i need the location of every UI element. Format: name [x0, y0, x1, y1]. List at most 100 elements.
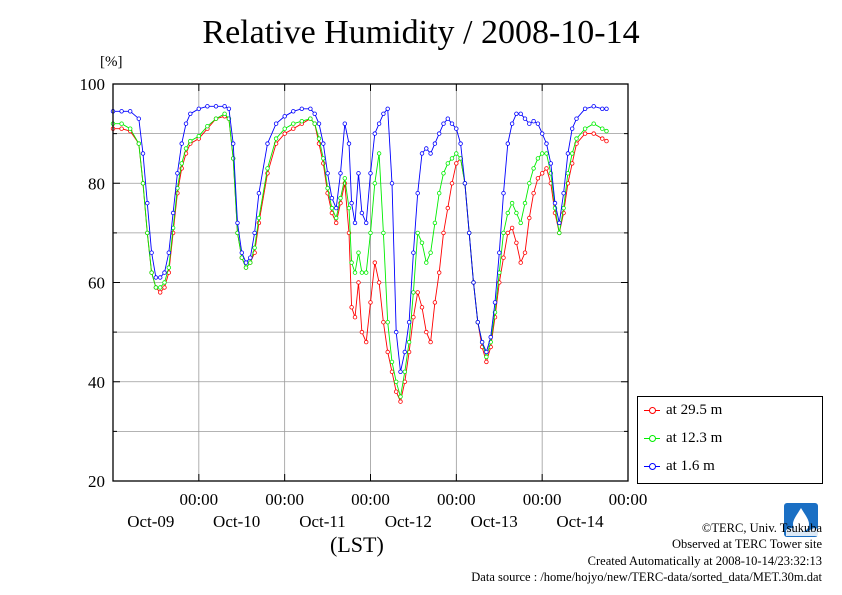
data-point — [252, 230, 257, 236]
data-point — [342, 176, 347, 181]
y-tick-label: 60 — [88, 274, 105, 293]
x-tick-time-label: 00:00 — [265, 490, 304, 509]
data-point — [604, 106, 609, 111]
data-point — [342, 121, 347, 126]
data-point — [406, 339, 412, 345]
data-point — [376, 121, 382, 126]
data-point — [441, 171, 446, 176]
data-point — [561, 190, 566, 196]
x-tick-date-label: Oct-12 — [385, 512, 432, 531]
data-point — [248, 260, 253, 265]
data-point — [428, 250, 433, 255]
data-point — [291, 109, 296, 114]
data-point — [501, 255, 506, 260]
data-point — [415, 190, 420, 196]
data-point — [565, 171, 571, 176]
data-point — [424, 329, 429, 335]
data-point — [600, 136, 605, 141]
x-tick-date-label: Oct-09 — [127, 512, 174, 531]
data-point — [157, 275, 163, 280]
data-point — [321, 141, 326, 146]
data-point — [544, 166, 549, 171]
data-point — [334, 205, 339, 211]
data-point — [273, 136, 279, 141]
data-point — [282, 131, 287, 136]
data-point — [308, 116, 313, 121]
data-point — [428, 151, 433, 156]
data-point — [454, 126, 459, 131]
data-point — [402, 349, 407, 355]
data-point — [389, 181, 395, 186]
data-point — [226, 106, 232, 111]
data-point — [282, 114, 287, 119]
data-point — [356, 280, 361, 285]
data-point — [179, 161, 184, 166]
data-point — [591, 104, 596, 109]
data-point — [316, 136, 322, 141]
data-point — [565, 151, 571, 156]
data-point — [424, 146, 429, 151]
data-point — [548, 161, 553, 166]
data-point — [136, 116, 141, 121]
terc-logo-icon — [784, 503, 818, 537]
copyright-text: ©TERC, Univ. Tsukuba — [701, 521, 822, 535]
data-point — [449, 181, 455, 186]
data-point — [389, 369, 395, 374]
x-tick-time-label: 00:00 — [437, 490, 476, 509]
data-point — [291, 121, 296, 126]
data-point — [419, 240, 425, 245]
data-point — [467, 230, 472, 236]
data-point — [338, 195, 343, 201]
data-point — [518, 111, 523, 116]
data-point — [492, 300, 498, 305]
data-point — [188, 138, 193, 144]
data-point — [582, 126, 588, 131]
data-point — [381, 230, 386, 236]
data-point — [153, 275, 159, 280]
data-point — [531, 190, 536, 196]
y-tick-label: 80 — [88, 174, 105, 193]
data-point — [153, 285, 159, 290]
data-point — [411, 250, 416, 255]
data-point — [149, 250, 154, 255]
data-point — [484, 354, 489, 360]
data-point — [334, 220, 339, 226]
data-point — [600, 126, 605, 131]
source-text: Data source : /home/hojyo/new/TERC-data/… — [471, 570, 822, 585]
data-point — [273, 121, 279, 126]
data-point — [376, 280, 382, 285]
data-point — [372, 131, 377, 136]
data-point — [437, 270, 442, 275]
legend-marker-swatch — [649, 435, 656, 442]
data-point — [406, 320, 412, 325]
data-point — [505, 141, 510, 146]
x-tick-date-label: Oct-11 — [299, 512, 346, 531]
data-point — [509, 225, 515, 231]
data-point — [531, 118, 536, 124]
legend-marker-swatch — [649, 463, 656, 470]
credits-block: ©TERC, Univ. Tsukuba Observed at TERC To… — [471, 520, 822, 586]
data-point — [488, 334, 493, 340]
data-point — [445, 205, 450, 211]
data-point — [518, 220, 523, 226]
data-point — [454, 161, 459, 166]
data-point — [514, 240, 519, 245]
data-point — [222, 111, 227, 116]
data-point — [222, 104, 227, 109]
data-point — [394, 379, 399, 384]
data-point — [557, 220, 562, 226]
data-point — [299, 106, 304, 111]
legend-label: at 12.3 m — [666, 430, 723, 446]
data-point — [166, 265, 171, 270]
data-point — [256, 190, 262, 196]
data-point — [145, 230, 150, 236]
data-point — [582, 106, 588, 111]
chart-legend: at 29.5 m at 12.3 m at 1.6 m — [637, 396, 823, 484]
data-point — [505, 230, 510, 236]
data-point — [157, 285, 163, 290]
data-point — [359, 210, 365, 216]
data-point — [188, 111, 193, 116]
data-point — [364, 339, 369, 345]
data-point — [501, 230, 506, 236]
